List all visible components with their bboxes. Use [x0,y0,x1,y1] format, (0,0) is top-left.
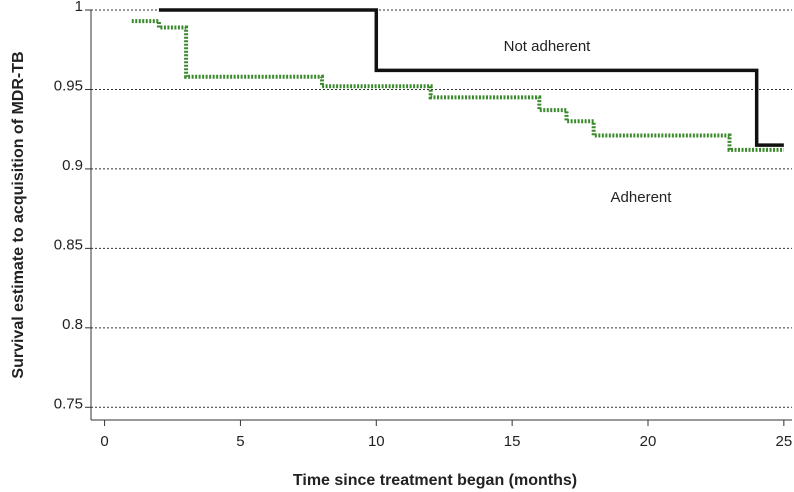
x-tick-label: 25 [776,433,793,450]
y-tick-label: 0.75 [54,395,83,412]
x-axis-label: Time since treatment began (months) [293,472,577,489]
series-line [158,8,784,147]
x-tick-label: 20 [640,433,657,450]
y-axis-label: Survival estimate to acquisition of MDR-… [10,51,27,378]
series-label: Not adherent [504,38,592,55]
x-tick-label: 15 [504,433,521,450]
y-tick-label: 0.95 [54,77,83,94]
series-label: Adherent [611,189,673,206]
y-tick-label: 1 [75,0,83,15]
x-tick-label: 10 [368,433,385,450]
series-line [131,19,784,152]
y-tick-label: 0.8 [62,316,83,333]
y-tick-label: 0.85 [54,236,83,253]
y-tick-label: 0.9 [62,157,83,174]
x-tick-label: 5 [236,433,244,450]
x-tick-label: 0 [100,433,108,450]
